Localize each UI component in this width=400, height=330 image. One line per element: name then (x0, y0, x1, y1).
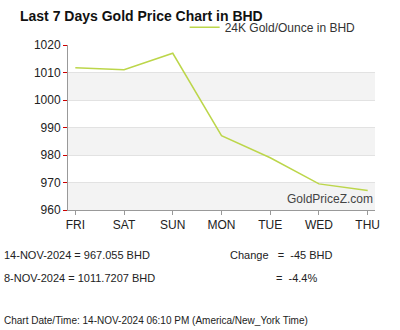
svg-text:Chart Date/Time: 14-NOV-2024 0: Chart Date/Time: 14-NOV-2024 06:10 PM (A… (4, 315, 308, 326)
svg-text:1000: 1000 (34, 93, 61, 107)
svg-text:1020: 1020 (34, 38, 61, 52)
svg-text:Change = -45 BHD: Change = -45 BHD (230, 249, 332, 261)
svg-text:SUN: SUN (160, 218, 185, 232)
svg-text:Last 7 Days Gold Price Chart i: Last 7 Days Gold Price Chart in BHD (20, 8, 263, 24)
svg-text:990: 990 (41, 121, 61, 135)
svg-text:MON: MON (208, 218, 236, 232)
svg-text:8-NOV-2024 = 1011.7207 BHD: 8-NOV-2024 = 1011.7207 BHD (4, 272, 155, 284)
svg-text:GoldPriceZ.com: GoldPriceZ.com (287, 192, 373, 206)
svg-text:= -4.4%: = -4.4% (276, 272, 317, 284)
svg-text:THU: THU (355, 218, 380, 232)
svg-text:1010: 1010 (34, 66, 61, 80)
svg-text:SAT: SAT (113, 218, 136, 232)
svg-text:WED: WED (305, 218, 333, 232)
svg-text:960: 960 (41, 203, 61, 217)
svg-text:14-NOV-2024 = 967.055 BHD: 14-NOV-2024 = 967.055 BHD (4, 249, 150, 261)
svg-text:24K Gold/Ounce in BHD: 24K Gold/Ounce in BHD (225, 21, 355, 35)
svg-text:TUE: TUE (258, 218, 282, 232)
svg-text:FRI: FRI (66, 218, 85, 232)
svg-text:970: 970 (41, 176, 61, 190)
svg-text:980: 980 (41, 148, 61, 162)
